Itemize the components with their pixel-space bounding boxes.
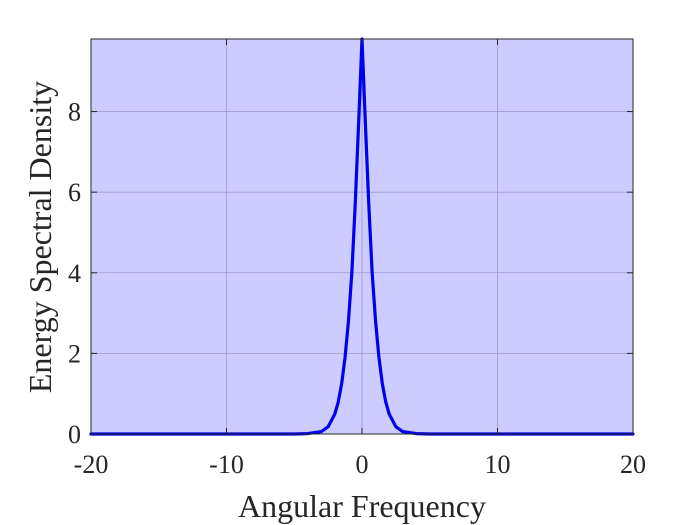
x-tick-label: -20 (74, 450, 109, 479)
x-tick-label: -10 (209, 450, 244, 479)
y-axis-title: Energy Spectral Density (22, 81, 58, 393)
x-axis-title: Angular Frequency (238, 488, 486, 524)
y-tick-label: 4 (68, 259, 81, 288)
x-tick-label: 20 (620, 450, 646, 479)
x-tick-label: 0 (356, 450, 369, 479)
y-tick-label: 8 (68, 98, 81, 127)
y-tick-label: 2 (68, 339, 81, 368)
ticks: -20 -10 0 10 20 0 2 4 6 8 (68, 39, 646, 479)
x-tick-label: 10 (485, 450, 511, 479)
y-tick-label: 0 (68, 420, 81, 449)
y-tick-label: 6 (68, 178, 81, 207)
